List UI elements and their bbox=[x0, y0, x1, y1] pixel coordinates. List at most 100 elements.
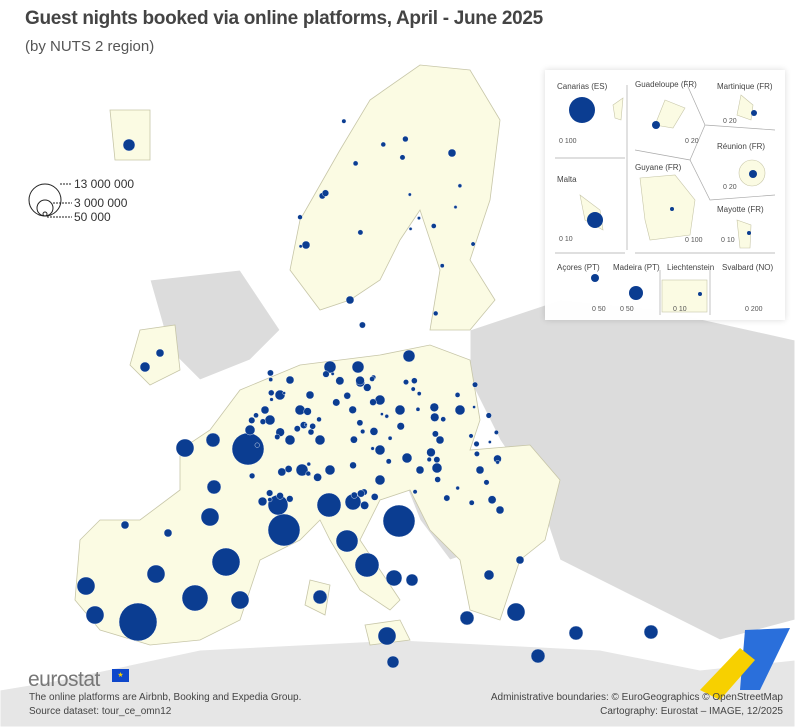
region-circle bbox=[399, 154, 406, 161]
inset-label-martinique: Martinique (FR) bbox=[717, 82, 773, 91]
region-circle bbox=[335, 376, 345, 386]
region-circle bbox=[385, 569, 403, 587]
data-circles bbox=[76, 118, 659, 669]
region-circle bbox=[470, 241, 476, 247]
region-circle bbox=[454, 404, 466, 416]
region-circle bbox=[455, 485, 460, 491]
region-circle bbox=[432, 430, 439, 438]
region-circle bbox=[453, 205, 458, 209]
region-circle bbox=[286, 495, 294, 503]
footer-boundaries: Administrative boundaries: © EuroGeograp… bbox=[490, 692, 783, 703]
region-circle bbox=[298, 244, 303, 249]
region-circle bbox=[431, 223, 437, 229]
region-circle bbox=[146, 564, 166, 584]
region-circle bbox=[175, 438, 195, 458]
footer-source: Source dataset: tour_ce_omn12 bbox=[29, 706, 172, 717]
region-circle bbox=[488, 440, 492, 444]
region-circle bbox=[351, 360, 365, 374]
region-circle bbox=[264, 414, 276, 426]
region-circle bbox=[343, 392, 351, 400]
region-circle bbox=[387, 435, 393, 441]
region-circle bbox=[494, 429, 499, 435]
region-circle bbox=[274, 389, 286, 401]
region-circle bbox=[304, 422, 308, 427]
region-circle bbox=[369, 376, 375, 382]
region-circle bbox=[139, 361, 151, 373]
region-circle bbox=[374, 394, 386, 406]
inset-scale-guyane: 0 100 bbox=[685, 237, 703, 244]
region-circle bbox=[269, 397, 274, 402]
region-circle bbox=[483, 569, 495, 581]
region-circle bbox=[200, 507, 220, 527]
footer-cartography: Cartography: Eurostat – IMAGE, 12/2025 bbox=[600, 706, 783, 717]
region-circle bbox=[415, 407, 421, 412]
region-circle bbox=[274, 433, 281, 440]
region-circle bbox=[354, 552, 380, 578]
region-circle bbox=[349, 461, 357, 469]
region-circle bbox=[268, 377, 273, 382]
inset-label-guyane: Guyane (FR) bbox=[635, 163, 682, 172]
region-circle bbox=[85, 605, 105, 625]
region-circle bbox=[377, 626, 397, 646]
region-circle bbox=[396, 422, 405, 431]
region-circle bbox=[430, 412, 440, 422]
region-circle bbox=[454, 392, 461, 398]
inset-scale-malta: 0 10 bbox=[559, 236, 573, 243]
region-circle bbox=[433, 456, 441, 464]
region-circle bbox=[350, 435, 358, 444]
region-circle bbox=[324, 464, 336, 476]
legend-label-large: 13 000 000 bbox=[74, 177, 135, 191]
inset-graphics bbox=[555, 79, 776, 315]
eurostat-logo: eurostat bbox=[28, 668, 100, 691]
region-circle bbox=[429, 402, 439, 412]
region-circle bbox=[330, 371, 335, 376]
region-circle bbox=[295, 463, 309, 477]
region-circle bbox=[122, 138, 136, 152]
region-circle bbox=[301, 240, 311, 250]
region-circle bbox=[417, 216, 421, 220]
region-circle bbox=[284, 465, 293, 473]
region-circle bbox=[321, 189, 330, 197]
region-circle bbox=[495, 505, 505, 515]
region-circle bbox=[459, 610, 475, 626]
region-circle bbox=[473, 440, 480, 447]
region-circle bbox=[267, 513, 301, 547]
inset-panel: Canarias (ES) 0 100 Guadeloupe (FR) 0 20… bbox=[545, 70, 785, 320]
region-circle bbox=[276, 492, 284, 500]
region-circle bbox=[415, 465, 425, 475]
region-circle bbox=[206, 479, 222, 495]
region-circle bbox=[350, 491, 358, 499]
region-circle bbox=[305, 470, 311, 477]
inset-label-svalbard: Svalbard (NO) bbox=[722, 263, 774, 272]
region-circle bbox=[260, 405, 270, 415]
region-circle bbox=[230, 590, 250, 610]
region-circle bbox=[248, 416, 256, 424]
region-circle bbox=[357, 489, 365, 498]
footer-note: The online platforms are Airbnb, Booking… bbox=[29, 692, 302, 703]
region-circle bbox=[426, 456, 432, 462]
region-circle bbox=[307, 428, 315, 436]
region-circle bbox=[277, 467, 287, 477]
region-circle bbox=[369, 427, 379, 436]
region-circle bbox=[309, 423, 316, 430]
region-circle bbox=[374, 474, 386, 486]
region-circle bbox=[297, 214, 303, 220]
region-circle bbox=[267, 497, 273, 503]
region-circle bbox=[643, 624, 659, 640]
region-circle bbox=[360, 429, 366, 434]
region-circle bbox=[426, 447, 436, 457]
region-circle bbox=[380, 412, 384, 416]
region-circle bbox=[231, 432, 265, 466]
region-circle bbox=[257, 496, 268, 507]
inset-scale-canarias: 0 100 bbox=[559, 138, 577, 145]
region-circle bbox=[434, 476, 441, 483]
region-circle bbox=[380, 141, 386, 148]
non-eu-land bbox=[0, 269, 795, 727]
region-circle bbox=[348, 405, 357, 414]
region-circle bbox=[416, 391, 422, 396]
region-circle bbox=[412, 489, 418, 495]
region-circle bbox=[485, 412, 492, 419]
region-circle bbox=[435, 435, 445, 445]
region-circle bbox=[313, 473, 322, 482]
